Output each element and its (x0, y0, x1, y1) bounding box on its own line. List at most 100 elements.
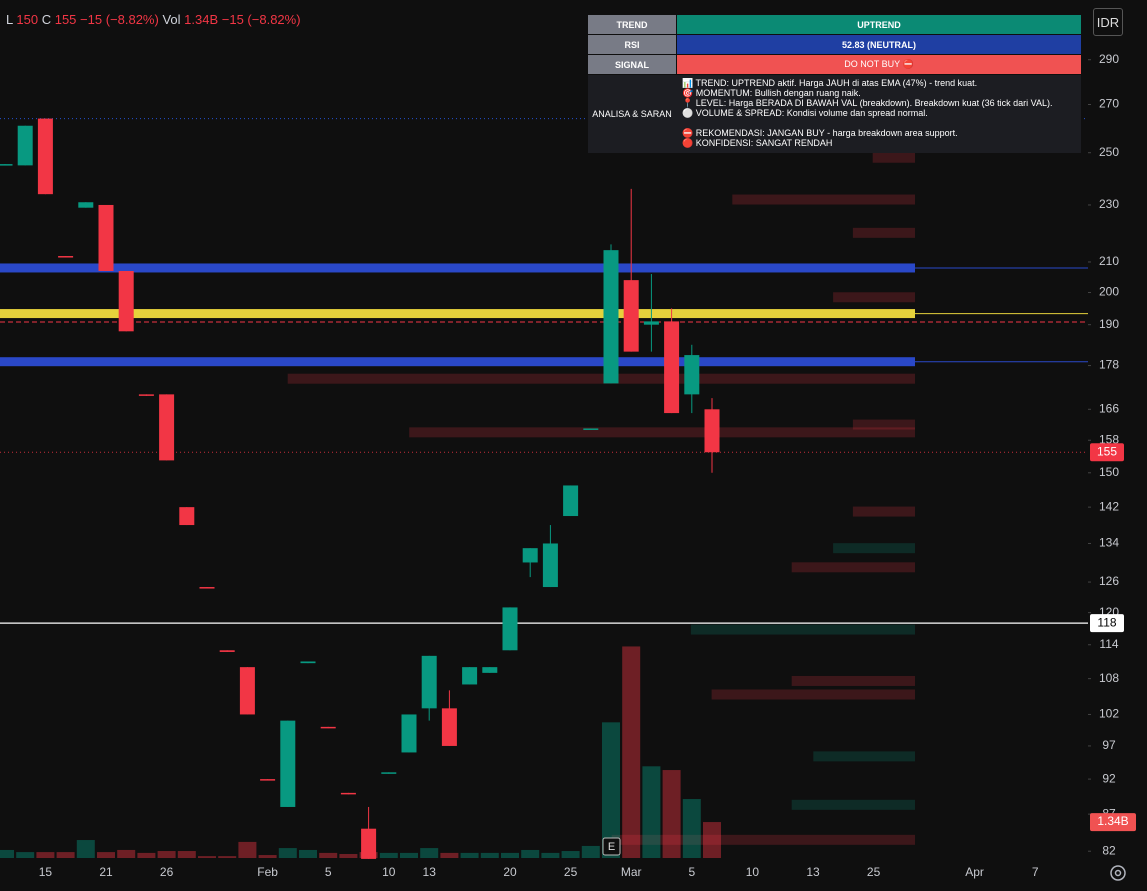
candle-body (563, 485, 579, 517)
y-tick-label: 142 (1099, 499, 1119, 513)
profile-bar (833, 543, 915, 554)
y-tick-label: 166 (1099, 401, 1119, 415)
header-value: 1.34B (184, 12, 218, 27)
x-tick-label: 13 (806, 865, 820, 879)
table-label: SIGNAL (588, 55, 676, 74)
volume-bar (400, 852, 418, 858)
settings-icon-ring[interactable] (1110, 865, 1126, 881)
profile-bar (852, 227, 915, 238)
y-tick-label: 178 (1099, 358, 1119, 372)
price-badge-label: 118 (1097, 615, 1116, 629)
price-badge (1090, 443, 1124, 462)
y-tick-label: 230 (1099, 197, 1119, 211)
candle-body (0, 164, 13, 166)
volume-bar (379, 852, 398, 858)
table-label: RSI (588, 35, 676, 54)
table-row: TREND UPTREND (588, 15, 1081, 34)
x-tick-label: Feb (257, 865, 278, 879)
candle-body (542, 543, 558, 588)
profile-bar (872, 152, 915, 163)
y-tick-label: 126 (1099, 574, 1119, 588)
candle-body (37, 118, 53, 195)
candle-body (603, 250, 619, 384)
y-tick-label: 108 (1099, 671, 1119, 685)
volume-bar (501, 852, 519, 858)
x-tick-label: 5 (325, 865, 332, 879)
profile-bar (813, 751, 915, 762)
header-key: Vol (162, 12, 180, 27)
volume-badge (1090, 813, 1136, 832)
candle-body (583, 428, 599, 430)
profile-bar (711, 689, 915, 700)
volume-bar (521, 849, 540, 858)
candle-body (684, 355, 700, 395)
profile-bar (852, 506, 915, 517)
volume-bar (480, 852, 499, 858)
candle-body (58, 256, 74, 258)
volume-bar (16, 852, 35, 858)
x-tick-label: 5 (688, 865, 695, 879)
candle-body (340, 792, 356, 795)
volume-bar (299, 849, 317, 858)
volume-bar (137, 852, 156, 858)
candle-body (441, 708, 457, 746)
volume-profile (287, 152, 915, 845)
candle-body (199, 587, 215, 589)
profile-bar (732, 194, 915, 205)
settings-icon-core[interactable] (1114, 869, 1122, 877)
profile-bar (833, 292, 915, 303)
candle-body (320, 726, 336, 729)
level-band (0, 309, 915, 319)
candle-body (17, 125, 33, 166)
advice-line: ⚪ VOLUME & SPREAD: Kondisi volume dan sp… (682, 108, 928, 118)
advice-line: 📊 TREND: UPTREND aktif. Harga JAUH di at… (682, 78, 978, 88)
header-change: −15 (−8.82%) (222, 12, 301, 27)
profile-bar (690, 624, 915, 635)
candle-body (462, 667, 478, 685)
header-key: L (6, 12, 13, 27)
advice-line: 📍 LEVEL: Harga BERADA DI BAWAH VAL (brea… (682, 98, 1053, 108)
x-tick-label: 10 (382, 865, 396, 879)
y-tick-label: 200 (1099, 285, 1119, 299)
y-tick-label: 82 (1102, 843, 1116, 857)
legend-header: L 150 C 155 −15 (−8.82%) Vol 1.34B −15 (… (6, 12, 301, 27)
y-tick-label: 114 (1099, 637, 1118, 651)
levels (0, 118, 1088, 624)
y-tick-label: 250 (1099, 145, 1119, 159)
earnings-label: E (608, 841, 615, 853)
volume-badge-label: 1.34B (1097, 814, 1128, 828)
currency-button[interactable]: IDR (1093, 8, 1123, 36)
volume-bar (420, 848, 439, 858)
x-tick-label: 26 (160, 865, 174, 879)
volume-bar (177, 851, 196, 858)
x-tick-label: 25 (564, 865, 578, 879)
profile-bar (852, 419, 915, 430)
volume-bar (581, 845, 600, 858)
volume-bar (117, 849, 136, 858)
profile-bar (611, 834, 915, 845)
candle-body (643, 321, 659, 325)
volume-bar (258, 855, 277, 858)
candle-body (300, 661, 316, 664)
y-tick-label: 210 (1099, 254, 1119, 268)
candle-body (502, 607, 518, 651)
volume-bar (541, 852, 560, 858)
x-tick-label: 10 (746, 865, 760, 879)
table-row: SIGNAL DO NOT BUY ⛔ (588, 55, 1081, 74)
x-tick-label: Mar (621, 865, 642, 879)
profile-bar (791, 562, 915, 573)
settings-icon[interactable] (1110, 865, 1126, 881)
y-tick-label: 270 (1099, 97, 1119, 111)
volume-bar (198, 856, 216, 858)
volume-bar (218, 856, 237, 858)
volume (0, 646, 721, 858)
candle-body (381, 772, 397, 774)
volume-bar (602, 722, 620, 858)
price-badge (1090, 614, 1124, 633)
level-band (0, 357, 915, 367)
candle-body (280, 720, 296, 807)
header-change: −15 (−8.82%) (80, 12, 159, 27)
candle-body (421, 655, 437, 709)
x-tick-label: 21 (99, 865, 113, 879)
y-tick-label: 134 (1099, 536, 1119, 550)
